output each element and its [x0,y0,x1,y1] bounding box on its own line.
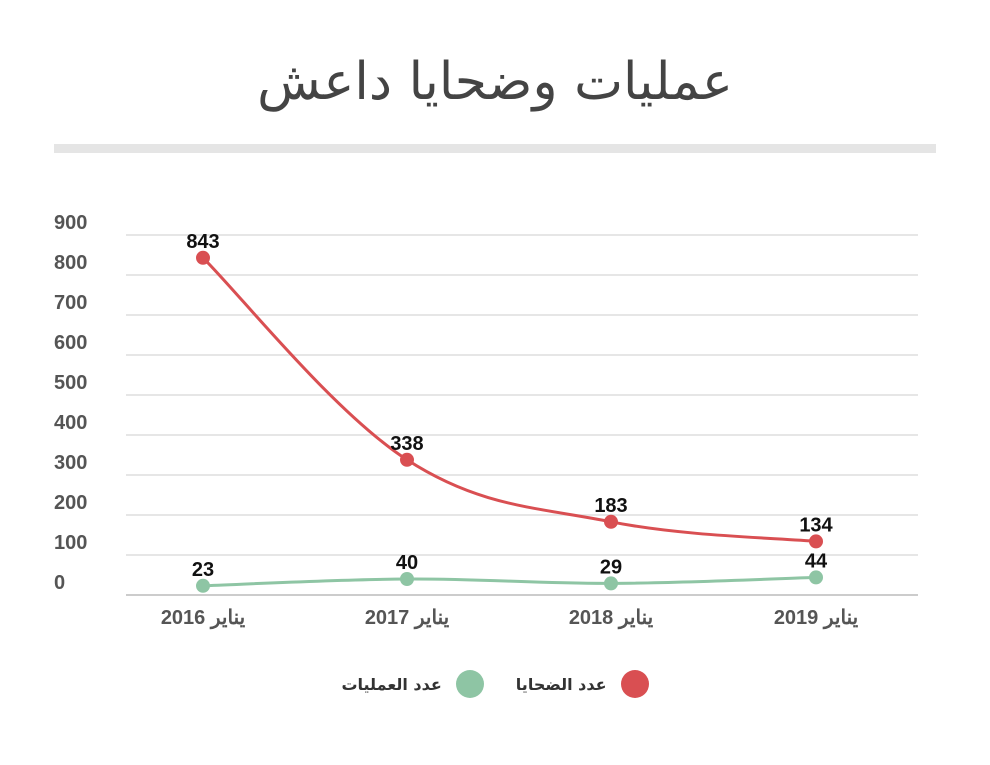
data-point-victims [196,250,210,265]
data-point-operations [196,578,210,593]
data-label-operations: 29 [600,556,622,578]
legend-item-operations: عدد العمليات [341,670,484,698]
data-point-operations [809,570,823,585]
data-point-victims [400,452,414,467]
y-tick-label: 600 [54,332,87,354]
x-tick-label: يناير 2019 [774,607,859,630]
legend-swatch-victims [620,670,649,698]
y-tick-label: 900 [54,212,87,234]
y-tick-label: 200 [54,492,87,514]
data-label-victims: 183 [594,495,627,517]
y-tick-label: 0 [54,572,65,594]
data-label-victims: 338 [390,433,423,455]
y-tick-label: 400 [54,412,87,434]
data-point-operations [604,576,618,591]
y-tick-label: 500 [54,372,87,394]
legend-label-victims: عدد الضحايا [515,674,607,694]
legend-swatch-operations [455,670,484,698]
x-tick-label: يناير 2017 [365,607,450,630]
data-point-operations [400,572,414,586]
data-label-operations: 23 [192,559,214,581]
legend-label-operations: عدد العمليات [341,674,442,694]
data-label-victims: 134 [799,514,833,536]
x-tick-label: يناير 2018 [569,607,654,630]
y-tick-label: 800 [54,252,87,274]
data-label-victims: 843 [186,231,219,253]
series-line-operations [202,575,817,588]
y-tick-label: 700 [54,292,87,314]
chart-legend: عدد الضحايا عدد العمليات [0,670,990,698]
data-point-victims [809,534,823,549]
series-line-victims [201,256,817,543]
title-divider [54,144,936,153]
data-point-victims [604,514,618,529]
y-tick-label: 100 [54,532,87,554]
x-tick-label: يناير 2016 [161,607,246,630]
y-tick-label: 300 [54,452,87,474]
data-label-operations: 44 [805,550,828,572]
data-label-operations: 40 [396,552,418,574]
chart-title: عمليات وضحايا داعش [257,52,733,112]
legend-item-victims: عدد الضحايا [516,670,649,698]
